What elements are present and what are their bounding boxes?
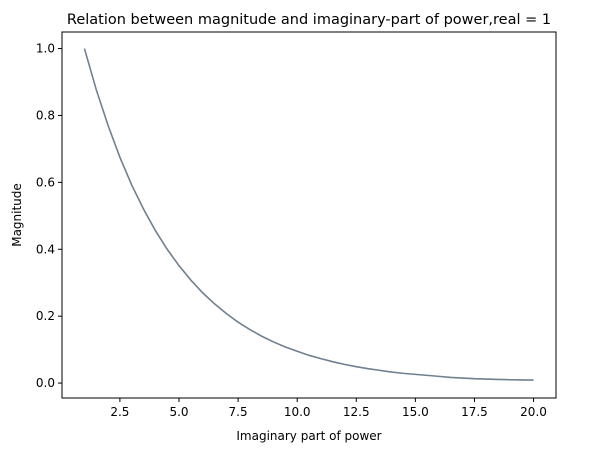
- plot-frame: [61, 31, 557, 399]
- x-tick-label: 20.0: [520, 405, 547, 419]
- chart-title: Relation between magnitude and imaginary…: [67, 12, 551, 28]
- x-tick-label: 12.5: [343, 405, 370, 419]
- y-axis-label: Magnitude: [10, 183, 24, 247]
- plot-area: [61, 31, 557, 399]
- x-tick-label: 15.0: [402, 405, 429, 419]
- x-axis-label: Imaginary part of power: [236, 429, 381, 443]
- x-tick-label: 10.0: [284, 405, 311, 419]
- x-tick-label: 7.5: [229, 405, 248, 419]
- y-tick-label: 1.0: [36, 42, 55, 56]
- y-tick-label: 0.2: [36, 309, 55, 323]
- x-tick-label: 5.0: [169, 405, 188, 419]
- y-tick-label: 0.0: [36, 376, 55, 390]
- x-tick-label: 2.5: [110, 405, 129, 419]
- x-tick-label: 17.5: [461, 405, 488, 419]
- y-axis-ticks: 0.0 0.2 0.4 0.6 0.8 1.0: [36, 42, 62, 390]
- y-tick-label: 0.4: [36, 242, 55, 256]
- y-tick-label: 0.6: [36, 175, 55, 189]
- x-axis-ticks: 2.5 5.0 7.5 10.0 12.5 15.0 17.5 20.0: [110, 398, 547, 419]
- y-tick-label: 0.8: [36, 108, 55, 122]
- series-line: [83, 48, 534, 381]
